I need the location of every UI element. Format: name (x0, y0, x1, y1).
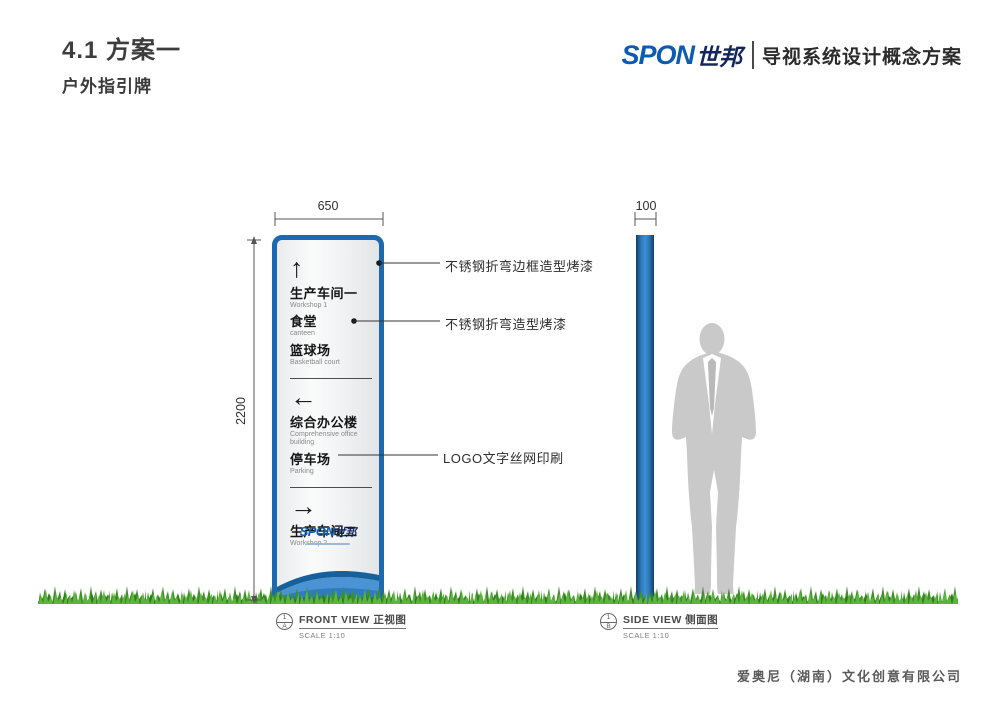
spon-logo-zh: 世邦 (695, 44, 742, 70)
side-view-title: SIDE VIEW 侧面图 (623, 612, 719, 629)
right-arrow-icon: → (290, 491, 317, 522)
dim-2200-label: 2200 (234, 397, 248, 425)
page-title: 4.1 方案一 (62, 37, 182, 64)
human-silhouette (672, 323, 756, 594)
side-view-caption: SIDE VIEW 侧面图 SCALE 1:10 (623, 612, 719, 640)
sign-item-zh: 生产车间二 (290, 524, 358, 540)
sign-item-en: Basketball court (290, 358, 340, 366)
view-symbol-number: 1 (277, 614, 292, 623)
side-view-symbol: 1 B (600, 613, 617, 630)
front-view-label: 1 A FRONT VIEW 正视图 SCALE 1:10 (276, 612, 407, 640)
sign-item-zh: 篮球场 (290, 342, 331, 358)
front-view-pillar: ↑ 生产车间一 Workshop 1 食堂 canteen 篮球场 Basket… (272, 235, 384, 602)
sign-item-zh: 生产车间一 (290, 286, 358, 301)
sign-item-en: Parking (290, 467, 314, 475)
sign-item-en: canteen (290, 330, 315, 338)
sign-item-zh: 食堂 (290, 314, 318, 330)
dim-650-lines (274, 212, 384, 226)
view-symbol-number: 1 (601, 614, 616, 623)
brand-header: SPON 世邦 导视系统设计概念方案 (621, 38, 962, 72)
spon-logo-zh-small: 世邦 (334, 527, 357, 539)
doc-title: 导视系统设计概念方案 (761, 46, 962, 68)
grass-strip (38, 580, 958, 604)
logo-tagline (306, 543, 350, 545)
annotation-silkscreen: LOGO文字丝网印刷 (443, 451, 564, 466)
view-symbol-letter: A (282, 622, 287, 630)
sign-content: ↑ 生产车间一 Workshop 1 食堂 canteen 篮球场 Basket… (290, 250, 376, 548)
pillar-brand-logo: SPON世邦 (277, 523, 379, 545)
view-symbol-letter: B (606, 622, 611, 630)
sign-divider (290, 487, 372, 489)
spon-logo-small: SPON (299, 524, 335, 539)
footer-company: 爱奥尼（湖南）文化创意有限公司 (736, 669, 962, 684)
dim-100-lines (634, 212, 657, 226)
front-view-title: FRONT VIEW 正视图 (299, 612, 407, 629)
side-view-scale: SCALE 1:10 (623, 631, 670, 640)
annotation-body-paint: 不锈钢折弯造型烤漆 (445, 317, 567, 332)
spon-logo: SPON (621, 39, 695, 70)
sign-item-zh: 停车场 (290, 451, 331, 467)
dim-650-label: 650 (317, 199, 339, 213)
sign-item-zh: 综合办公楼 (290, 414, 358, 430)
up-arrow-icon: ↑ (290, 253, 304, 283)
dim-arrow-up (251, 236, 257, 244)
dim-2200-lines (247, 239, 261, 601)
sign-divider (290, 377, 372, 379)
front-view-symbol: 1 A (276, 613, 293, 630)
side-view-pillar (636, 235, 654, 602)
page-subtitle: 户外指引牌 (62, 77, 152, 96)
annotation-frame-paint: 不锈钢折弯边框造型烤漆 (445, 259, 594, 274)
side-view-label: 1 B SIDE VIEW 侧面图 SCALE 1:10 (600, 612, 719, 640)
left-arrow-icon: ← (290, 381, 317, 412)
dim-100-label: 100 (635, 199, 657, 213)
header-divider (751, 41, 754, 69)
sign-item-en: Comprehensive office building (290, 430, 358, 447)
front-view-caption: FRONT VIEW 正视图 SCALE 1:10 (299, 612, 407, 640)
front-view-scale: SCALE 1:10 (299, 631, 346, 640)
sign-item-en: Workshop 1 (290, 301, 328, 309)
